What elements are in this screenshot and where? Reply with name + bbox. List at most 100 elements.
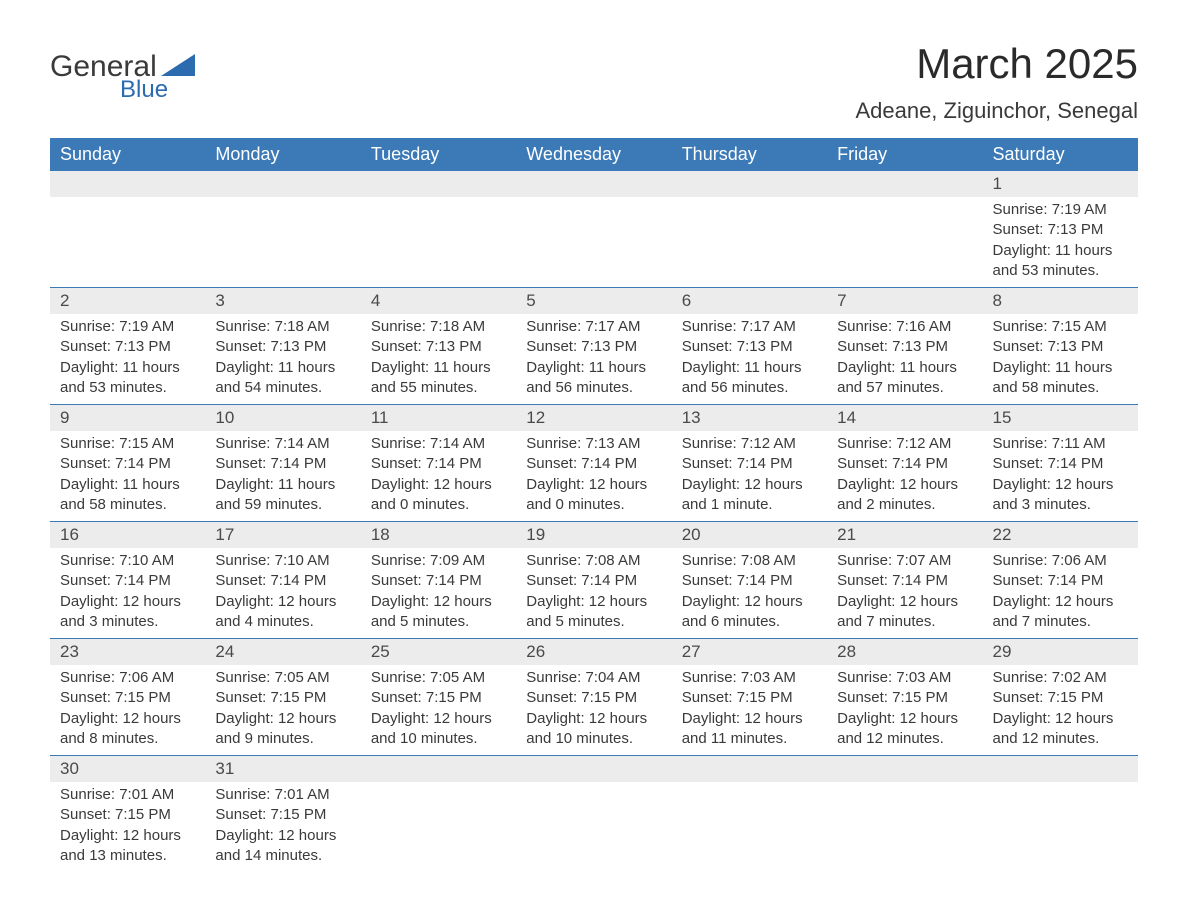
sunrise-line: Sunrise: 7:04 AM (526, 668, 661, 688)
day-detail-cell (361, 197, 516, 288)
sunset-line: Sunset: 7:13 PM (371, 337, 506, 357)
sunset-line: Sunset: 7:13 PM (837, 337, 972, 357)
day-number-cell: 18 (361, 522, 516, 549)
daylight-line: Daylight: 12 hours and 4 minutes. (215, 592, 350, 633)
daylight-line: Daylight: 12 hours and 2 minutes. (837, 475, 972, 516)
day-number-cell: 24 (205, 639, 360, 666)
day-number-cell: 15 (983, 405, 1138, 432)
sunset-line: Sunset: 7:15 PM (526, 688, 661, 708)
day-detail-cell: Sunrise: 7:17 AMSunset: 7:13 PMDaylight:… (672, 314, 827, 405)
daylight-line: Daylight: 12 hours and 3 minutes. (993, 475, 1128, 516)
day-detail-cell: Sunrise: 7:01 AMSunset: 7:15 PMDaylight:… (205, 782, 360, 872)
sunrise-line: Sunrise: 7:08 AM (526, 551, 661, 571)
day-number-cell: 6 (672, 288, 827, 315)
day-number-cell: 17 (205, 522, 360, 549)
daylight-line: Daylight: 12 hours and 10 minutes. (526, 709, 661, 750)
day-detail-cell: Sunrise: 7:05 AMSunset: 7:15 PMDaylight:… (205, 665, 360, 756)
daylight-line: Daylight: 12 hours and 7 minutes. (837, 592, 972, 633)
sunset-line: Sunset: 7:13 PM (993, 337, 1128, 357)
daylight-line: Daylight: 12 hours and 12 minutes. (993, 709, 1128, 750)
day-number-row: 23242526272829 (50, 639, 1138, 666)
day-number-cell: 14 (827, 405, 982, 432)
day-number-row: 16171819202122 (50, 522, 1138, 549)
day-detail-cell: Sunrise: 7:09 AMSunset: 7:14 PMDaylight:… (361, 548, 516, 639)
sunrise-line: Sunrise: 7:18 AM (215, 317, 350, 337)
daylight-line: Daylight: 12 hours and 0 minutes. (371, 475, 506, 516)
day-detail-cell: Sunrise: 7:08 AMSunset: 7:14 PMDaylight:… (516, 548, 671, 639)
day-number-cell (516, 171, 671, 197)
weekday-header: Thursday (672, 138, 827, 171)
sunrise-line: Sunrise: 7:08 AM (682, 551, 817, 571)
sunrise-line: Sunrise: 7:15 AM (993, 317, 1128, 337)
sunset-line: Sunset: 7:13 PM (682, 337, 817, 357)
daylight-line: Daylight: 12 hours and 10 minutes. (371, 709, 506, 750)
sunset-line: Sunset: 7:15 PM (371, 688, 506, 708)
daylight-line: Daylight: 12 hours and 1 minute. (682, 475, 817, 516)
sunset-line: Sunset: 7:14 PM (215, 571, 350, 591)
daylight-line: Daylight: 12 hours and 8 minutes. (60, 709, 195, 750)
sunset-line: Sunset: 7:15 PM (60, 688, 195, 708)
day-detail-cell: Sunrise: 7:19 AMSunset: 7:13 PMDaylight:… (50, 314, 205, 405)
day-number-cell: 4 (361, 288, 516, 315)
day-number-cell: 22 (983, 522, 1138, 549)
sunset-line: Sunset: 7:13 PM (526, 337, 661, 357)
sunrise-line: Sunrise: 7:13 AM (526, 434, 661, 454)
day-number-cell (672, 756, 827, 783)
day-detail-cell (361, 782, 516, 872)
weekday-header-row: SundayMondayTuesdayWednesdayThursdayFrid… (50, 138, 1138, 171)
sunrise-line: Sunrise: 7:03 AM (837, 668, 972, 688)
sunrise-line: Sunrise: 7:07 AM (837, 551, 972, 571)
sunrise-line: Sunrise: 7:03 AM (682, 668, 817, 688)
sunset-line: Sunset: 7:15 PM (837, 688, 972, 708)
location-subtitle: Adeane, Ziguinchor, Senegal (855, 98, 1138, 124)
sunrise-line: Sunrise: 7:14 AM (215, 434, 350, 454)
day-number-cell: 9 (50, 405, 205, 432)
calendar-table: SundayMondayTuesdayWednesdayThursdayFrid… (50, 138, 1138, 872)
daylight-line: Daylight: 12 hours and 5 minutes. (526, 592, 661, 633)
daylight-line: Daylight: 12 hours and 6 minutes. (682, 592, 817, 633)
day-detail-cell: Sunrise: 7:15 AMSunset: 7:13 PMDaylight:… (983, 314, 1138, 405)
day-detail-cell: Sunrise: 7:05 AMSunset: 7:15 PMDaylight:… (361, 665, 516, 756)
sunset-line: Sunset: 7:14 PM (993, 454, 1128, 474)
weekday-header: Saturday (983, 138, 1138, 171)
day-detail-cell: Sunrise: 7:14 AMSunset: 7:14 PMDaylight:… (361, 431, 516, 522)
day-number-row: 1 (50, 171, 1138, 197)
day-number-cell: 19 (516, 522, 671, 549)
day-number-cell: 29 (983, 639, 1138, 666)
day-number-cell: 3 (205, 288, 360, 315)
day-detail-row: Sunrise: 7:06 AMSunset: 7:15 PMDaylight:… (50, 665, 1138, 756)
daylight-line: Daylight: 11 hours and 57 minutes. (837, 358, 972, 399)
weekday-header: Wednesday (516, 138, 671, 171)
daylight-line: Daylight: 12 hours and 0 minutes. (526, 475, 661, 516)
daylight-line: Daylight: 11 hours and 55 minutes. (371, 358, 506, 399)
sunset-line: Sunset: 7:14 PM (371, 454, 506, 474)
sunset-line: Sunset: 7:15 PM (60, 805, 195, 825)
day-number-cell: 11 (361, 405, 516, 432)
day-detail-cell: Sunrise: 7:03 AMSunset: 7:15 PMDaylight:… (672, 665, 827, 756)
sunrise-line: Sunrise: 7:01 AM (215, 785, 350, 805)
day-number-cell: 28 (827, 639, 982, 666)
day-detail-cell: Sunrise: 7:02 AMSunset: 7:15 PMDaylight:… (983, 665, 1138, 756)
day-number-cell (205, 171, 360, 197)
day-number-cell: 16 (50, 522, 205, 549)
sunset-line: Sunset: 7:14 PM (837, 571, 972, 591)
day-number-cell: 26 (516, 639, 671, 666)
day-detail-cell: Sunrise: 7:03 AMSunset: 7:15 PMDaylight:… (827, 665, 982, 756)
day-number-cell (983, 756, 1138, 783)
day-number-row: 9101112131415 (50, 405, 1138, 432)
day-number-cell: 13 (672, 405, 827, 432)
sunset-line: Sunset: 7:13 PM (215, 337, 350, 357)
weekday-header: Friday (827, 138, 982, 171)
day-detail-cell: Sunrise: 7:18 AMSunset: 7:13 PMDaylight:… (205, 314, 360, 405)
day-detail-cell (827, 197, 982, 288)
sunrise-line: Sunrise: 7:12 AM (682, 434, 817, 454)
day-number-cell (50, 171, 205, 197)
weekday-header: Monday (205, 138, 360, 171)
day-detail-cell: Sunrise: 7:08 AMSunset: 7:14 PMDaylight:… (672, 548, 827, 639)
day-detail-cell: Sunrise: 7:18 AMSunset: 7:13 PMDaylight:… (361, 314, 516, 405)
day-number-cell: 25 (361, 639, 516, 666)
day-detail-cell: Sunrise: 7:10 AMSunset: 7:14 PMDaylight:… (50, 548, 205, 639)
day-detail-cell: Sunrise: 7:04 AMSunset: 7:15 PMDaylight:… (516, 665, 671, 756)
day-number-cell: 10 (205, 405, 360, 432)
sunrise-line: Sunrise: 7:06 AM (993, 551, 1128, 571)
